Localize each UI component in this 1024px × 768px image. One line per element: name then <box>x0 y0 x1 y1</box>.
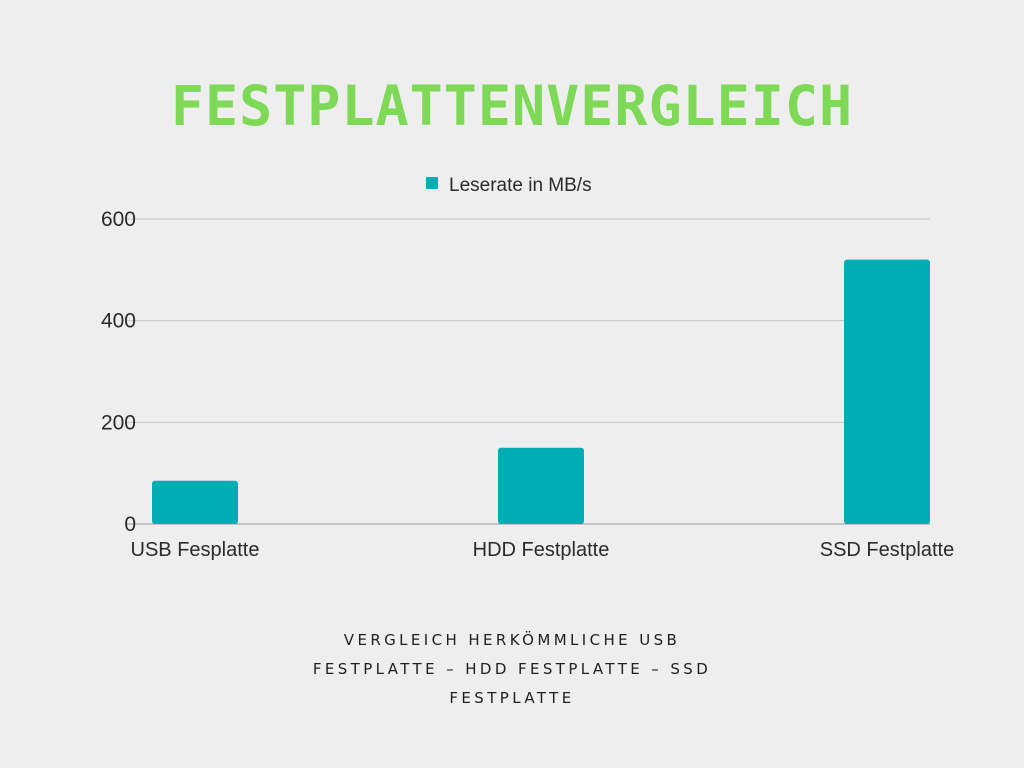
x-tick-label: USB Fesplatte <box>131 539 260 561</box>
page-title: FESTPLATTENVERGLEICH <box>170 74 854 138</box>
legend-label: Leserate in MB/s <box>449 175 592 196</box>
y-axis-tick-labels: 0 200 400 600 <box>101 208 136 536</box>
bar-chart: 0 200 400 600 USB Fesplatte HDD Festplatte SS… <box>101 175 955 561</box>
x-axis-tick-labels: USB Fesplatte HDD Festplatte SSD Festplatt… <box>131 539 955 561</box>
x-tick-label: SSD Festplatte <box>820 539 955 561</box>
chart-caption: VERGLEICH HERKÖMMLICHE USB FESTPLATTE – … <box>262 626 762 713</box>
caption-line-3: FESTPLATTE <box>449 689 575 707</box>
x-tick-label: HDD Festplatte <box>473 539 610 561</box>
bar <box>498 447 584 524</box>
y-tick-label: 600 <box>101 208 136 231</box>
legend: Leserate in MB/s <box>426 175 592 196</box>
y-tick-label: 0 <box>124 513 136 536</box>
caption-line-2: FESTPLATTE – HDD FESTPLATTE – SSD <box>312 660 712 678</box>
y-tick-label: 400 <box>101 310 136 333</box>
bar <box>152 480 238 524</box>
caption-line-1: VERGLEICH HERKÖMMLICHE USB <box>343 631 681 649</box>
y-tick-label: 200 <box>101 411 136 434</box>
legend-swatch <box>426 177 438 189</box>
bars <box>152 259 930 524</box>
grid-lines <box>125 218 930 525</box>
bar <box>844 259 930 524</box>
